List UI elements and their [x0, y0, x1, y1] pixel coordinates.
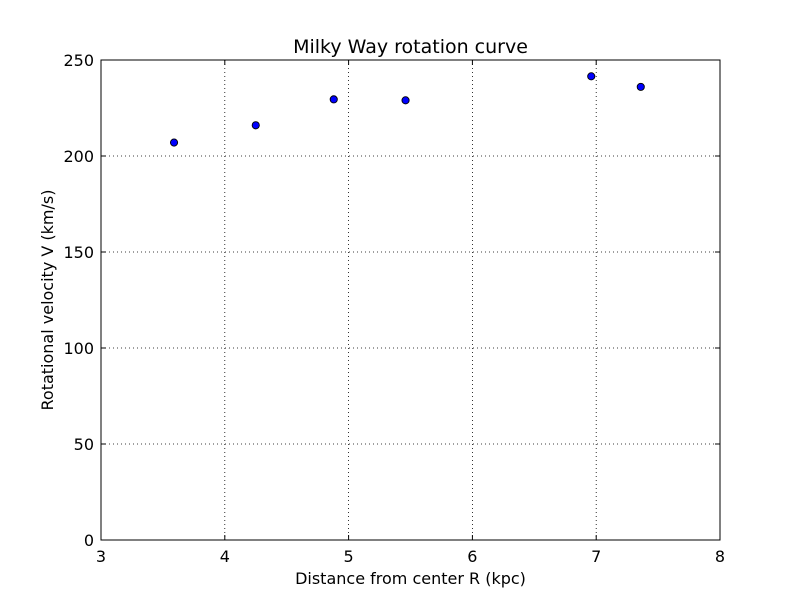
- data-point: [251, 121, 260, 130]
- data-point: [401, 96, 410, 105]
- x-tick-label: 6: [467, 547, 477, 566]
- x-axis-label: Distance from center R (kpc): [295, 569, 526, 588]
- y-axis-label: Rotational velocity V (km/s): [38, 190, 57, 411]
- x-tick-label: 8: [715, 547, 725, 566]
- y-tick-label: 50: [74, 435, 94, 454]
- data-points: [169, 72, 645, 147]
- x-tick-label: 3: [96, 547, 106, 566]
- x-tick-label: 4: [220, 547, 230, 566]
- data-point: [587, 72, 596, 81]
- x-tick-label: 5: [344, 547, 354, 566]
- grid-lines: [101, 60, 720, 540]
- y-tick-label: 200: [63, 147, 94, 166]
- axis-ticks: 3 4 5 6 7 8 0 50 100 150 200 250: [63, 51, 725, 566]
- y-tick-label: 150: [63, 243, 94, 262]
- data-point: [636, 82, 645, 91]
- plot-area-frame: [100, 59, 721, 541]
- data-point: [169, 138, 179, 147]
- y-tick-label: 100: [63, 339, 94, 358]
- y-tick-label: 250: [63, 51, 94, 70]
- data-point: [329, 95, 338, 104]
- y-tick-label: 0: [84, 531, 94, 550]
- x-tick-label: 7: [591, 547, 601, 566]
- chart-title: Milky Way rotation curve: [293, 36, 528, 58]
